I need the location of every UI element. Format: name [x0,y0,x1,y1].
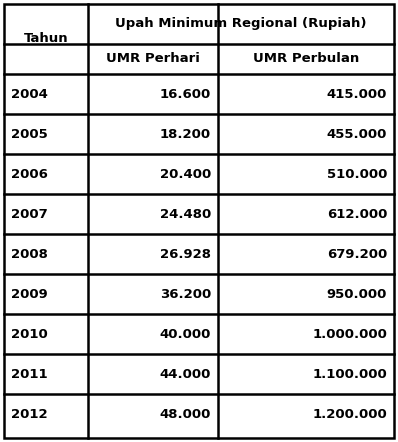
Text: 1.200.000: 1.200.000 [312,408,387,420]
Text: 44.000: 44.000 [160,367,211,381]
Text: 36.200: 36.200 [160,287,211,301]
Text: 2010: 2010 [11,328,48,340]
Text: 679.200: 679.200 [327,248,387,260]
Text: UMR Perbulan: UMR Perbulan [253,53,359,65]
Text: 415.000: 415.000 [327,88,387,100]
Text: 2011: 2011 [11,367,48,381]
Text: 16.600: 16.600 [160,88,211,100]
Text: 20.400: 20.400 [160,168,211,180]
Text: 2008: 2008 [11,248,48,260]
Text: 1.100.000: 1.100.000 [312,367,387,381]
Text: 2004: 2004 [11,88,48,100]
Text: 2006: 2006 [11,168,48,180]
Text: 455.000: 455.000 [327,127,387,141]
Text: 2012: 2012 [11,408,48,420]
Text: 510.000: 510.000 [327,168,387,180]
Text: 18.200: 18.200 [160,127,211,141]
Text: 48.000: 48.000 [160,408,211,420]
Text: 612.000: 612.000 [327,207,387,221]
Text: 2009: 2009 [11,287,48,301]
Text: 1.000.000: 1.000.000 [312,328,387,340]
Text: 950.000: 950.000 [327,287,387,301]
Text: Upah Minimum Regional (Rupiah): Upah Minimum Regional (Rupiah) [115,18,367,30]
Text: Tahun: Tahun [24,33,68,46]
Text: 2005: 2005 [11,127,48,141]
Text: 26.928: 26.928 [160,248,211,260]
Text: 2007: 2007 [11,207,48,221]
Text: 40.000: 40.000 [160,328,211,340]
Text: UMR Perhari: UMR Perhari [106,53,200,65]
Text: 24.480: 24.480 [160,207,211,221]
